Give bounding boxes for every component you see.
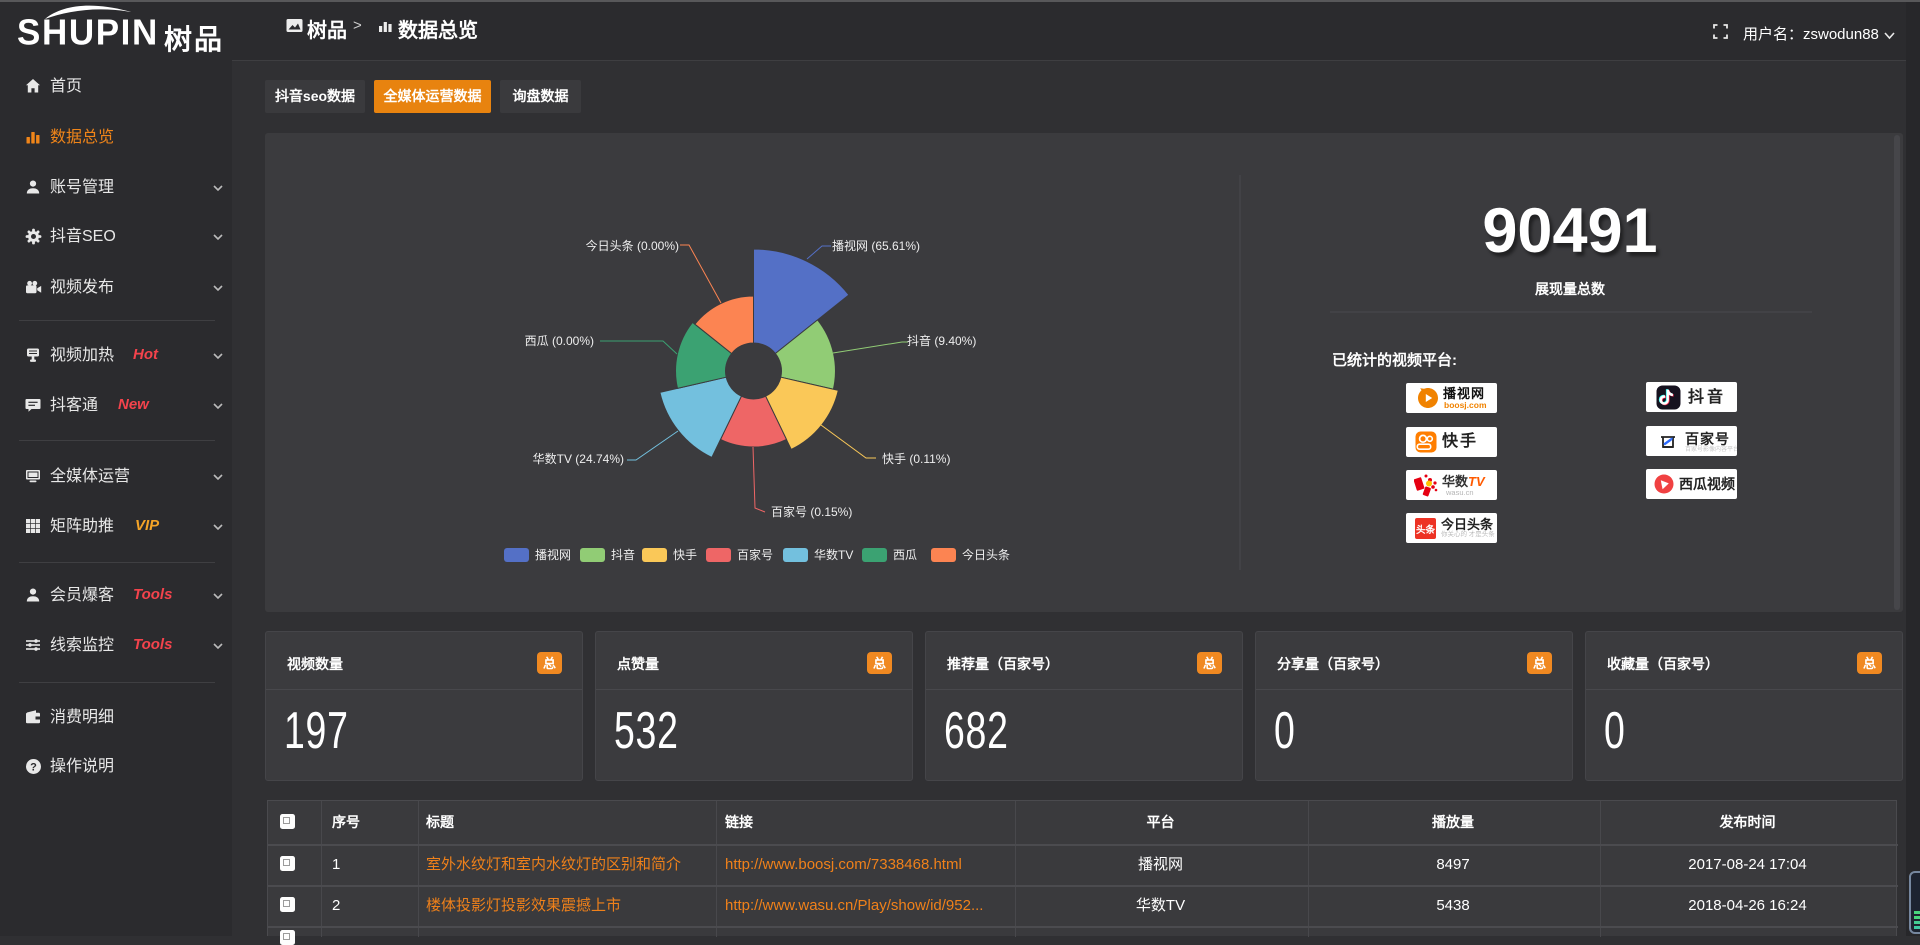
svg-text:抖音: 抖音 [611,547,635,562]
svg-text:西瓜: 西瓜 [893,548,917,562]
svg-text:华数TV: 华数TV [814,547,853,562]
svg-text:?: ? [30,761,37,773]
svg-text:百家号 (0.15%): 百家号 (0.15%) [771,504,852,519]
svg-text:西瓜 (0.00%): 西瓜 (0.00%) [525,334,594,348]
svg-text:今日头条: 今日头条 [962,547,1010,562]
svg-text:百家号: 百家号 [737,547,773,562]
svg-text:播视网 (65.61%): 播视网 (65.61%) [832,238,920,253]
svg-text:今日头条 (0.00%): 今日头条 (0.00%) [586,238,679,253]
svg-text:头条: 头条 [1416,524,1436,536]
svg-text:快手: 快手 [673,548,697,562]
svg-text:华数TV (24.74%): 华数TV (24.74%) [533,451,624,466]
svg-text:抖音 (9.40%): 抖音 (9.40%) [907,333,976,348]
svg-text:快手 (0.11%): 快手 (0.11%) [882,452,950,466]
svg-text:播视网: 播视网 [535,547,571,562]
